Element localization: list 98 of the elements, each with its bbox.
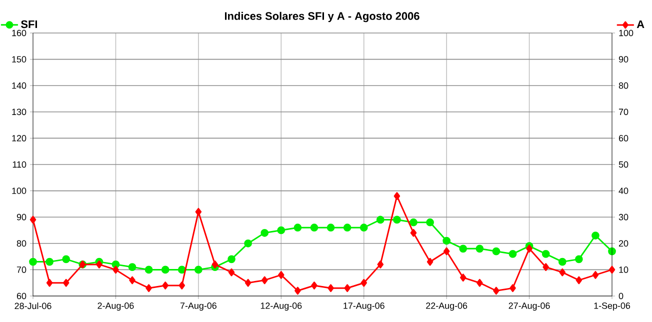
x-tick-label: 7-Aug-06 (180, 302, 216, 311)
point (592, 232, 600, 240)
point (29, 258, 37, 266)
point (294, 286, 301, 295)
point (162, 282, 168, 290)
point (492, 247, 500, 256)
x-tick-label: 1-Sep-06 (594, 302, 630, 311)
x-tick-label: 27-Aug-06 (508, 302, 550, 311)
x-tick-label: 2-Aug-06 (98, 302, 134, 311)
point (558, 258, 566, 266)
y2-tick-label: 10 (619, 266, 628, 273)
point (526, 244, 532, 253)
point (493, 286, 500, 295)
y2-tick-label: 50 (618, 161, 628, 168)
point (310, 224, 318, 232)
point (460, 274, 466, 282)
point (294, 224, 302, 232)
y2-tick-label: 70 (618, 108, 628, 116)
point (178, 266, 186, 274)
point (326, 224, 335, 232)
y-tick-label: 90 (16, 214, 26, 220)
point (277, 226, 286, 234)
point (574, 255, 583, 264)
point (62, 255, 70, 264)
legend-label: SFI (21, 20, 38, 28)
y-tick-label: 160 (12, 30, 26, 36)
point (476, 278, 483, 287)
point (278, 271, 284, 279)
point (343, 224, 352, 232)
point (426, 258, 434, 266)
point (129, 276, 136, 284)
y-tick-label: 100 (12, 188, 26, 194)
point (178, 282, 186, 290)
point (161, 266, 170, 274)
point (510, 284, 516, 292)
point (62, 278, 70, 287)
point (344, 284, 350, 292)
y2-tick-label: 60 (618, 135, 628, 142)
point (608, 266, 616, 274)
point (377, 260, 384, 268)
y2-tick-label: 30 (618, 214, 628, 220)
point (194, 266, 202, 274)
y-tick-label: 80 (16, 240, 26, 247)
point (542, 250, 550, 258)
point (195, 208, 202, 216)
x-tick-label: 17-Aug-06 (344, 302, 384, 311)
point (146, 284, 152, 292)
point (426, 218, 434, 226)
point (410, 218, 418, 226)
point (592, 271, 599, 279)
x-tick-label: 28-Jul-06 (14, 302, 52, 310)
point (260, 228, 269, 237)
point (576, 276, 582, 284)
point (244, 278, 252, 287)
point (559, 268, 566, 276)
point (46, 278, 53, 287)
point (144, 266, 153, 274)
y2-tick-label: 0 (618, 292, 624, 300)
x-tick-label: 22-Aug-06 (426, 302, 468, 311)
y2-tick-label: 90 (618, 56, 628, 62)
point (508, 250, 517, 258)
y-tick-label: 70 (16, 266, 26, 273)
y-tick-label: 120 (12, 135, 26, 142)
point (443, 247, 450, 256)
point (96, 260, 102, 268)
point (376, 216, 384, 224)
point (542, 263, 549, 272)
y2-tick-label: 100 (619, 30, 634, 36)
point (128, 263, 136, 272)
point (394, 192, 400, 200)
chart-title: Indices Solares SFI y A - Agosto 2006 (224, 12, 420, 22)
y-tick-label: 60 (16, 292, 26, 300)
legend-label: A (636, 20, 644, 28)
point (442, 236, 451, 245)
y2-tick-label: 40 (618, 188, 628, 194)
point (228, 255, 236, 264)
point (261, 276, 268, 284)
y-tick-label: 110 (12, 161, 26, 168)
point (360, 224, 368, 232)
point (212, 260, 218, 268)
y-tick-label: 140 (12, 82, 26, 89)
y-tick-label: 150 (12, 56, 26, 62)
point (46, 258, 54, 266)
y-tick-label: 130 (12, 108, 26, 116)
point (328, 284, 334, 292)
point (244, 239, 252, 248)
point (410, 228, 417, 237)
point (112, 266, 119, 274)
point (30, 216, 36, 224)
y2-tick-label: 20 (618, 240, 628, 247)
point (228, 268, 235, 276)
point (393, 216, 401, 224)
point (311, 282, 318, 290)
point (476, 244, 484, 253)
point (360, 278, 368, 287)
y2-tick-label: 80 (618, 82, 628, 89)
point (459, 244, 468, 253)
x-tick-label: 12-Aug-06 (260, 302, 302, 311)
